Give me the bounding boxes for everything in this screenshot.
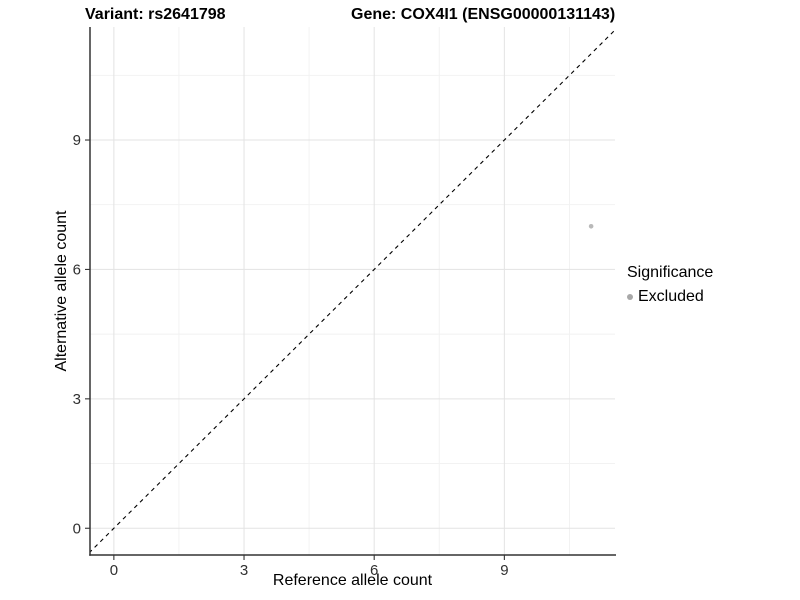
y-tick-label: 0: [73, 520, 81, 537]
x-tick-label: 6: [370, 562, 378, 579]
y-tick-label: 9: [73, 132, 81, 149]
legend-title: Significance: [627, 264, 714, 281]
x-tick-label: 3: [240, 562, 248, 579]
identity-dashed-line: [90, 29, 615, 553]
y-tick-label: 6: [73, 261, 81, 278]
x-tick-label: 0: [110, 562, 118, 579]
plot-title-gene: Gene: COX4I1 (ENSG00000131143): [351, 6, 616, 23]
y-axis-title: Alternative allele count: [53, 210, 70, 372]
plot-title-variant: Variant: rs2641798: [85, 6, 226, 23]
data-point: [588, 223, 594, 229]
x-axis-title: Reference allele count: [272, 572, 433, 589]
legend: Significance Excluded: [627, 264, 713, 306]
y-tick-label: 3: [73, 391, 81, 408]
legend-item-excluded: Excluded: [627, 288, 713, 306]
legend-point-icon: [627, 294, 633, 300]
x-tick-label: 9: [500, 562, 508, 579]
legend-item-label: Excluded: [638, 288, 704, 305]
